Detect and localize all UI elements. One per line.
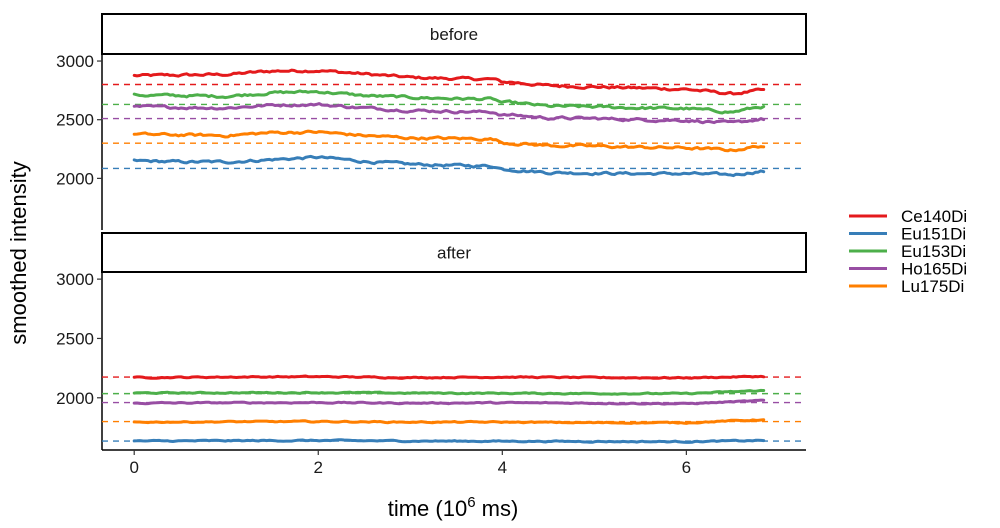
x-tick-label-0: 0 (129, 458, 138, 477)
x-axis-title-exponent: 6 (467, 494, 475, 511)
x-axis-title: time (106 ms) (388, 494, 519, 521)
y-tick-label-after-3000: 3000 (56, 270, 94, 289)
legend-label-Ho165Di: Ho165Di (901, 260, 967, 279)
panels-layer: before 2000 2500 3000 after 2000 2500 3000 0 2 4 6 (56, 13, 807, 477)
x-tick-label-4: 4 (498, 458, 507, 477)
y-tick-label-before-2500: 2500 (56, 111, 94, 130)
y-tick-label-before-2000: 2000 (56, 169, 94, 188)
panel-before: before 2000 2500 3000 (56, 13, 807, 230)
y-tick-label-after-2500: 2500 (56, 329, 94, 348)
series-line-before-Eu153Di (132, 89, 766, 115)
strip-label-after: after (437, 244, 471, 263)
strip-label-before: before (430, 25, 478, 44)
x-tick-label-2: 2 (314, 458, 323, 477)
x-axis-title-tail: ms) (476, 496, 519, 521)
legend-label-Eu151Di: Eu151Di (901, 225, 966, 244)
y-axis-title: smoothed intensity (6, 161, 31, 344)
strip-before (101, 13, 807, 55)
legend-item-Eu153Di: Eu153Di (849, 242, 966, 261)
x-tick-label-6: 6 (682, 458, 691, 477)
y-tick-label-before-3000: 3000 (56, 52, 94, 71)
panel-after: after 2000 2500 3000 0 2 4 6 (56, 232, 807, 477)
series-line-before-Lu175Di (132, 129, 766, 153)
legend-item-Eu151Di: Eu151Di (849, 225, 966, 244)
series-line-before-Ho165Di (132, 102, 766, 125)
y-tick-label-after-2000: 2000 (56, 389, 94, 408)
x-axis-title-main: time (10 (388, 496, 467, 521)
series-line-before-Eu151Di (132, 154, 766, 178)
legend-label-Ce140Di: Ce140Di (901, 207, 967, 226)
strip-after (101, 232, 807, 273)
legend-item-Ho165Di: Ho165Di (849, 260, 967, 279)
legend-label-Eu153Di: Eu153Di (901, 242, 966, 261)
legend-item-Lu175Di: Lu175Di (849, 277, 964, 296)
series-line-before-Ce140Di (132, 68, 766, 96)
legend-item-Ce140Di: Ce140Di (849, 207, 967, 226)
legend-label-Lu175Di: Lu175Di (901, 277, 964, 296)
